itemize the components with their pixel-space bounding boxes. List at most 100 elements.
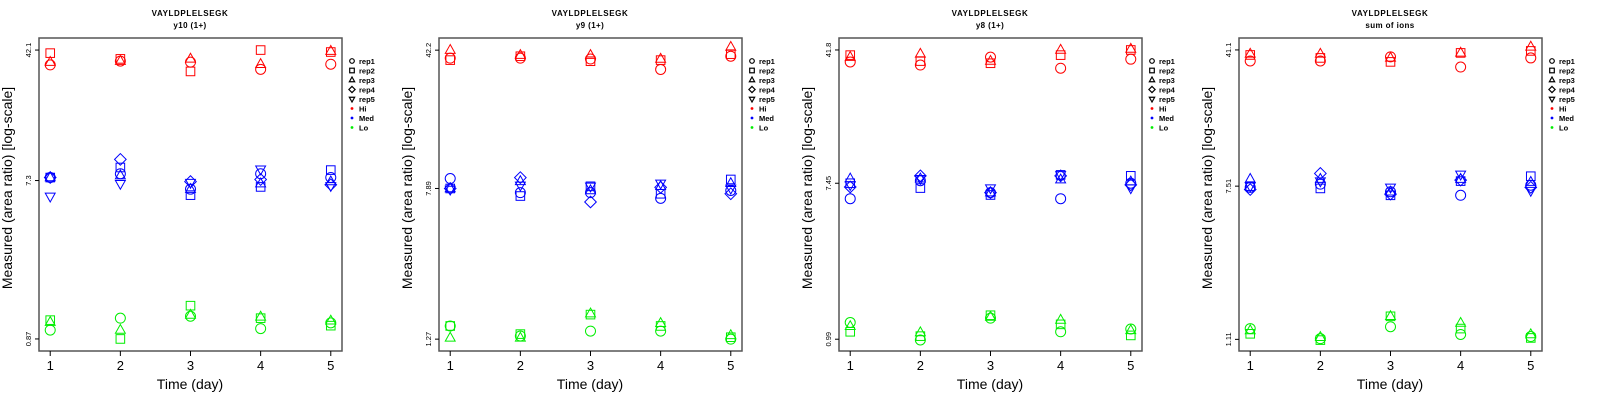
chart-subtitle: y9 (1+) [576, 21, 604, 30]
point-lo-rep3-day5 [724, 328, 737, 340]
point-lo-rep3-day1 [444, 331, 457, 342]
y-tick-label: 7.51 [1224, 179, 1233, 194]
point-lo-rep3-day5 [324, 314, 337, 325]
point-lo-rep1-day3 [585, 325, 596, 337]
legend-circle-icon [749, 58, 755, 64]
point-lo-rep3-day2 [1314, 330, 1327, 341]
point-hi-rep3-day1 [1244, 47, 1257, 58]
x-tick-label: 5 [327, 358, 334, 373]
point-med-rep3-day1 [1244, 172, 1257, 183]
legend-dot-icon [350, 107, 354, 110]
point-hi-rep1-day5 [1525, 52, 1537, 64]
legend-triangle-icon [348, 75, 356, 83]
legend-circle-icon [349, 58, 355, 64]
x-axis-label: Time (day) [957, 376, 1023, 392]
y-tick-label: 1.11 [1224, 332, 1233, 346]
legend-label-rep1: rep1 [1559, 57, 1575, 66]
point-med-rep3-day5 [724, 176, 737, 188]
legend-label-hi: Hi [359, 104, 367, 113]
point-hi-rep2-day1 [445, 55, 456, 65]
legend-dot-icon [350, 116, 354, 120]
point-lo-rep3-day5 [1524, 327, 1537, 339]
point-hi-rep2-day4 [1455, 48, 1466, 58]
point-med-rep4-day1 [843, 180, 857, 194]
point-med-rep1-day3 [585, 187, 596, 199]
point-lo-rep2-day4 [1055, 319, 1066, 330]
legend-diamond-icon [1148, 85, 1156, 94]
point-med-rep2-day1 [45, 172, 56, 183]
point-med-rep4-day4 [654, 180, 668, 194]
point-hi-rep3-day4 [254, 57, 267, 68]
point-med-rep1-day1 [844, 193, 856, 205]
point-lo-rep3-day2 [114, 323, 127, 334]
legend-label-hi: Hi [1559, 104, 1567, 113]
legend-label-lo: Lo [759, 123, 769, 132]
legend-label-rep5: rep5 [359, 95, 375, 104]
point-lo-rep2-day4 [1455, 323, 1466, 334]
point-med-rep2-day2 [1315, 183, 1326, 194]
point-lo-rep3-day5 [1124, 323, 1137, 335]
point-hi-rep3-day3 [584, 48, 597, 59]
legend-square-icon [1549, 67, 1555, 74]
point-lo-rep2-day4 [255, 313, 266, 323]
point-med-rep4-day1 [43, 171, 57, 185]
y-tick-label: 42.2 [424, 43, 433, 58]
point-med-rep3-day1 [444, 181, 457, 193]
point-hi-rep3-day1 [444, 43, 457, 54]
point-med-rep4-day2 [913, 169, 927, 183]
legend-label-rep5: rep5 [1159, 95, 1175, 104]
point-med-rep5-day2 [514, 181, 527, 192]
point-hi-rep3-day4 [1454, 46, 1467, 57]
chart-panel-2: VAYLDPLELSEGK y9 (1+) 1.27 7.89 42.2 1 2 3 4 5 Tim… [399, 0, 800, 400]
point-hi-rep3-day3 [984, 54, 997, 65]
x-tick-label: 1 [1247, 358, 1254, 373]
legend-dot-icon [1150, 116, 1154, 120]
point-hi-rep3-day2 [514, 48, 527, 59]
legend-label-med: Med [359, 114, 374, 123]
x-tick-label: 5 [1127, 358, 1134, 373]
point-hi-rep1-day1 [844, 56, 856, 68]
x-tick-label: 1 [847, 358, 854, 373]
x-tick-label: 1 [447, 358, 454, 373]
legend-dot-icon [750, 107, 754, 110]
y-axis-label: Measured (area ratio) [log-scale] [0, 87, 15, 289]
point-lo-rep2-day2 [115, 334, 126, 344]
legend-label-med: Med [759, 114, 774, 123]
x-tick-label: 5 [727, 358, 734, 373]
legend-circle-icon [1549, 58, 1555, 64]
legend-triangle-icon [1148, 75, 1156, 83]
chart-svg: VAYLDPLELSEGK sum of ions 1.11 7.51 41.1 1 2 3 4… [1199, 9, 1576, 392]
y-tick-label: 41.8 [824, 43, 833, 58]
legend-label-rep3: rep3 [359, 76, 375, 85]
legend-label-rep1: rep1 [359, 57, 375, 66]
legend-dot-icon [1150, 107, 1154, 110]
point-med-rep3-day3 [584, 183, 597, 195]
point-med-rep2-day5 [725, 174, 736, 185]
point-med-rep5-day3 [584, 182, 597, 193]
point-lo-rep3-day4 [1054, 313, 1067, 324]
point-lo-rep2-day3 [585, 309, 596, 320]
point-med-rep1-day4 [1455, 189, 1467, 201]
legend-label-med: Med [1159, 114, 1174, 123]
point-med-rep5-day3 [184, 178, 197, 190]
x-tick-label: 2 [517, 358, 524, 373]
legend-dot-icon [1150, 126, 1154, 129]
point-lo-rep1-day4 [655, 325, 667, 337]
legend-label-hi: Hi [1159, 104, 1167, 113]
legend-triangle-down-icon [1548, 96, 1556, 104]
point-hi-rep3-day4 [1054, 43, 1067, 54]
legend-label-rep2: rep2 [759, 66, 775, 75]
legend-triangle-down-icon [1148, 96, 1156, 104]
point-med-rep4-day5 [1524, 180, 1538, 194]
point-hi-rep1-day5 [725, 50, 737, 62]
point-med-rep4-day2 [1313, 166, 1327, 180]
chart-title: VAYLDPLELSEGK [1352, 9, 1429, 18]
point-med-rep4-day2 [513, 171, 527, 185]
point-lo-rep3-day3 [984, 310, 997, 321]
point-med-rep5-day1 [44, 192, 57, 204]
legend-dot-icon [1550, 126, 1554, 129]
point-lo-rep1-day5 [1525, 331, 1537, 343]
x-tick-label: 3 [187, 358, 194, 373]
